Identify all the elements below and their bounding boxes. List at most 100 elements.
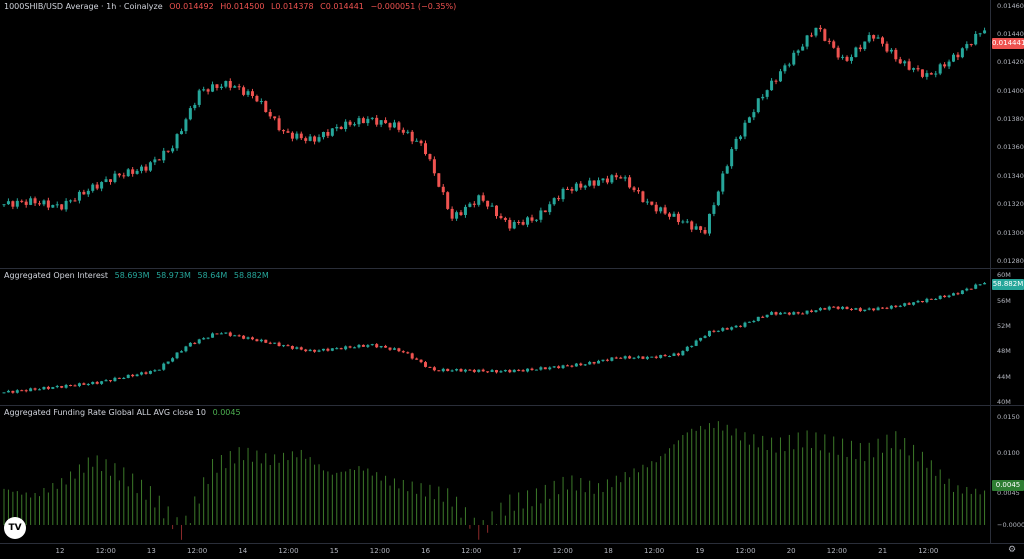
price-pane[interactable]: 1000SHIB/USD Average · 1h · Coinalyze O0…	[0, 0, 1024, 268]
candle	[122, 376, 126, 380]
candle	[783, 63, 787, 74]
candle	[636, 187, 640, 194]
candle	[157, 369, 161, 371]
candle	[659, 354, 663, 359]
candle	[410, 130, 414, 145]
last-price-badge: 0.014441	[992, 38, 1024, 49]
candle	[863, 41, 867, 51]
candle	[193, 102, 197, 111]
candle	[628, 175, 632, 189]
pane-separator[interactable]	[0, 268, 1024, 269]
candle	[326, 129, 330, 139]
candle	[401, 350, 405, 354]
candle	[849, 54, 853, 64]
candle	[619, 175, 623, 179]
candle	[778, 68, 782, 83]
candle	[321, 131, 325, 140]
candle	[836, 45, 840, 60]
candle	[925, 297, 929, 304]
time-label: 12:00	[369, 547, 390, 555]
candle	[153, 156, 157, 166]
oi-last-badge: 58.882M	[992, 279, 1024, 290]
candle	[872, 308, 876, 312]
candle	[46, 385, 50, 390]
candle	[108, 380, 112, 383]
candle	[761, 315, 765, 318]
candle	[424, 361, 428, 368]
candle	[974, 283, 978, 290]
candle	[841, 54, 845, 60]
candle	[255, 338, 259, 342]
candle	[876, 306, 880, 311]
candle	[295, 346, 299, 350]
price-candles[interactable]	[0, 0, 990, 268]
candle	[308, 348, 312, 352]
candle	[739, 135, 743, 141]
candle	[770, 78, 774, 91]
candle	[206, 337, 210, 340]
ohlc-open: O0.014492	[169, 2, 214, 11]
candle	[162, 362, 166, 371]
candle	[15, 198, 19, 209]
candle	[836, 305, 840, 310]
candle	[113, 170, 117, 184]
time-label: 12:00	[187, 547, 208, 555]
candle	[246, 336, 250, 340]
candle	[561, 187, 565, 202]
oi-axis[interactable]: 60M 56M 52M 48M 44M 40M	[990, 269, 1024, 406]
candle	[348, 345, 352, 349]
tradingview-logo[interactable]: TV	[4, 517, 26, 539]
candle	[299, 131, 303, 141]
candle	[171, 357, 175, 363]
candle	[512, 220, 516, 230]
candle	[392, 347, 396, 351]
candle	[113, 376, 117, 382]
candle	[166, 150, 170, 153]
candle	[282, 129, 286, 134]
candle	[734, 136, 738, 151]
funding-bars[interactable]	[0, 406, 990, 543]
candle	[344, 119, 348, 132]
time-label: 17	[512, 547, 522, 555]
candle	[388, 122, 392, 131]
candle	[446, 368, 450, 372]
candle	[100, 181, 104, 192]
candle	[743, 120, 747, 140]
candle	[20, 199, 24, 203]
candle	[215, 333, 219, 335]
funding-pane[interactable]: Aggregated Funding Rate Global ALL AVG c…	[0, 406, 1024, 543]
candle	[219, 83, 223, 90]
candle	[721, 171, 725, 195]
candle	[317, 134, 321, 143]
candle	[628, 355, 632, 359]
candle	[33, 387, 37, 391]
candle	[361, 344, 365, 347]
candle	[233, 334, 237, 337]
candle	[832, 306, 836, 308]
candle	[51, 204, 55, 209]
candle	[601, 359, 605, 362]
gear-icon[interactable]: ⚙	[1007, 545, 1017, 555]
funding-axis[interactable]: 0.0150 0.0100 0.0045 −0.0000	[990, 406, 1024, 543]
candle	[388, 347, 392, 351]
time-label: 12:00	[735, 547, 756, 555]
time-label: 12:00	[644, 547, 665, 555]
candle	[543, 210, 547, 213]
time-axis[interactable]: 12 12:00 13 12:00 14 12:00 15 12:00 16 12:00 17 12:…	[0, 543, 1024, 559]
candle	[468, 369, 472, 371]
candle	[153, 369, 157, 373]
candle	[947, 59, 951, 69]
oi-pane[interactable]: Aggregated Open Interest 58.693M 58.973M…	[0, 269, 1024, 406]
candle	[95, 380, 99, 385]
candle	[645, 355, 649, 360]
candle	[734, 324, 738, 328]
oi-candles[interactable]	[0, 269, 990, 405]
candle	[277, 115, 281, 132]
candle	[69, 199, 73, 204]
candle	[960, 47, 964, 59]
candle	[69, 384, 73, 387]
candle	[117, 377, 121, 379]
candle	[282, 344, 286, 348]
pane-separator[interactable]	[0, 405, 1024, 406]
